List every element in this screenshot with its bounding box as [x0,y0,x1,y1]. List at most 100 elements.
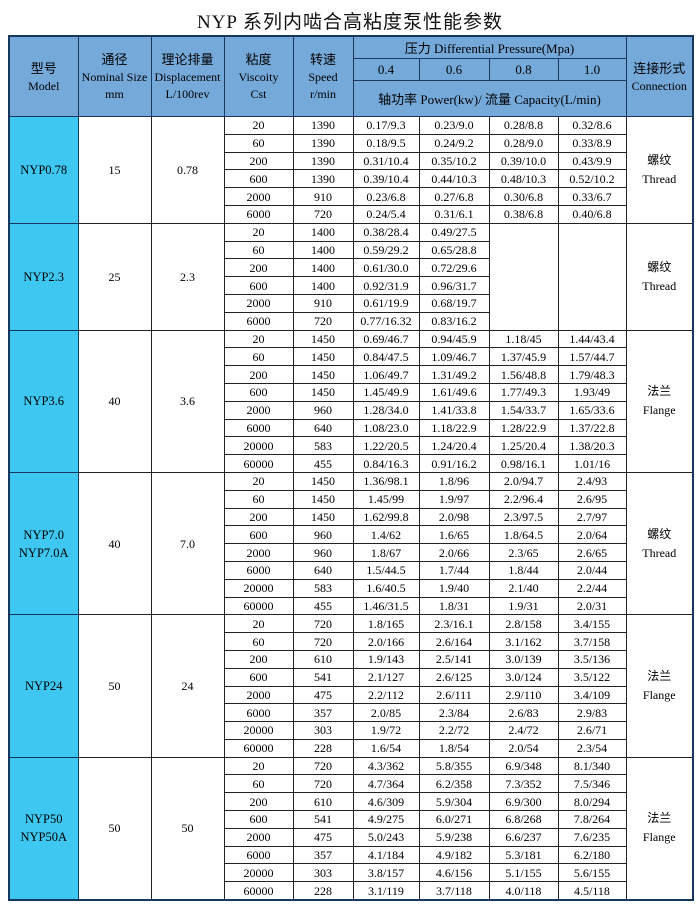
cell-speed: 910 [292,187,354,206]
cell-viscosity: 200 [223,507,294,527]
cell-power-capacity: 1.9/72 [352,721,420,740]
cell-model-NYP24: NYP24 [8,614,79,758]
cell-power-capacity: 1.9/143 [352,649,420,669]
cell-connection-line: 法兰 [647,669,672,683]
cell-power-capacity: 2.3/54 [557,738,627,758]
cell-connection: 螺纹 Thread [625,471,694,616]
cell-model-NYP50-line: NYP50A [20,830,68,845]
cell-power-capacity: 1.8/165 [352,614,420,634]
header-model: 型号 Model [8,35,79,117]
cell-power-capacity: 1.46/31.5 [352,596,420,616]
cell-power-capacity: 2.8/158 [488,614,559,634]
cell-power-capacity: 1.9/97 [418,489,490,509]
cell-power-capacity: 7.3/352 [488,774,559,794]
header-speed-line: r/min [310,87,336,101]
header-row-1: 型号 Model 通径 Nominal Size mm 理论排量 Displacement L… [8,35,694,117]
cell-power-capacity: 0.44/10.3 [418,169,490,189]
cell-speed: 455 [292,454,354,473]
cell-power-capacity: 0.24/9.2 [418,133,490,153]
cell-power-capacity: 2.7/97 [557,507,627,527]
cell-power-capacity: 0.35/10.2 [418,151,490,171]
cell-speed: 228 [292,738,354,758]
cell-power-capacity: 7.6/235 [557,827,627,847]
cell-speed: 1450 [292,365,354,384]
cell-speed: 640 [292,560,354,580]
cell-power-capacity: 0.23/9.0 [418,116,490,135]
cell-speed: 960 [292,525,354,545]
header-displacement-line: Displacement [154,70,221,84]
cell-speed: 1450 [292,489,354,509]
cell-power-capacity: 1.8/64.5 [488,525,559,545]
cell-speed: 455 [292,596,354,616]
cell-viscosity: 600 [223,382,294,402]
cell-power-capacity: 1.6/54 [352,738,420,758]
cell-power-capacity: 0.31/6.1 [418,204,490,224]
cell-speed: 583 [292,578,354,598]
header-connection: 连接形式 Connection [625,35,694,117]
cell-power-capacity: 8.1/340 [557,756,627,776]
cell-speed: 1390 [292,116,354,135]
cell-power-capacity: 0.49/27.5 [418,222,490,242]
cell-power-capacity: 0.61/19.9 [352,293,420,313]
cell-power-capacity: 2.2/72 [418,721,490,740]
cell-displacement: 50 [150,756,225,901]
cell-connection: 法兰 Flange [625,614,694,758]
table-row: NYP0.78 15 0.78 20 1390 0.17/9.3 0.23/9.0 0.28/… [8,116,694,224]
cell-power-capacity: 0.65/28.8 [418,240,490,260]
cell-connection-line: Thread [642,171,677,186]
header-pressure-1.0: 1.0 [557,58,627,81]
cell-power-capacity: 1.37/22.8 [557,418,627,438]
cell-speed: 303 [292,721,354,740]
cell-speed: 1450 [292,507,354,527]
cell-power-capacity: 3.4/109 [557,685,627,705]
cell-viscosity: 2000 [223,400,294,420]
cell-power-capacity: 2.6/125 [418,667,490,687]
table-row: NYP2.3 25 2.3 20 1400 0.38/28.4 0.49/27.5 螺纹 Thr… [8,222,694,331]
cell-connection-line: 法兰 [647,811,672,826]
table-row: 6000 640 1.08/23.0 1.18/22.9 1.28/22.9 1.37/2… [9,418,693,438]
cell-speed: 1450 [292,471,354,491]
cell-power-capacity: 0.61/30.0 [352,258,420,278]
cell-power-capacity: 1.38/20.3 [557,436,627,456]
cell-connection-line: Thread [642,278,677,293]
cell-speed: 720 [292,204,354,224]
cell-model-NYP50-line: NYP50 [24,812,63,827]
cell-connection-line: 螺纹 [647,152,672,167]
table-row: 6000 720 0.77/16.32 0.83/16.2 [9,311,693,331]
cell-power-capacity: 0.31/10.4 [352,151,420,171]
cell-power-capacity: 0.92/31.9 [352,276,420,295]
cell-power-capacity-blank [557,222,627,331]
cell-power-capacity: 0.84/47.5 [352,347,420,367]
table-header: 型号 Model 通径 Nominal Size mm 理论排量 Displacement L… [8,35,694,117]
cell-power-capacity: 2.6/71 [557,721,627,740]
cell-power-capacity: 1.06/49.7 [352,365,420,384]
cell-power-capacity: 3.8/157 [352,863,420,883]
cell-viscosity: 60 [223,240,294,260]
cell-power-capacity: 1.41/33.8 [418,400,490,420]
cell-speed: 1400 [292,222,354,242]
cell-power-capacity: 0.98/16.1 [488,454,559,473]
cell-power-capacity: 4.7/364 [352,774,420,794]
table-row: 600 960 1.4/62 1.6/65 1.8/64.5 2.0/64 [9,525,693,545]
cell-power-capacity: 4.1/184 [352,845,420,865]
cell-power-capacity: 0.18/9.5 [352,133,420,153]
table-row: NYP50 NYP50A 50 50 20 720 4.3/362 5.8/355 6.9/34… [8,756,694,901]
table-row: 60000 228 3.1/119 3.7/118 4.0/118 4.5/118 [9,881,693,901]
cell-power-capacity: 0.52/10.2 [557,169,627,189]
cell-speed: 357 [292,703,354,723]
cell-connection: 螺纹 Thread [625,116,694,224]
pump-performance-table: 型号 Model 通径 Nominal Size mm 理论排量 Displacement L… [8,35,694,902]
cell-power-capacity: 3.1/162 [488,632,559,651]
cell-power-capacity: 2.6/83 [488,703,559,723]
cell-power-capacity: 2.0/94.7 [488,471,559,491]
cell-power-capacity: 0.69/46.7 [352,329,420,349]
cell-speed: 610 [292,649,354,669]
cell-power-capacity: 0.59/29.2 [352,240,420,260]
cell-power-capacity: 2.0/54 [488,738,559,758]
cell-speed: 357 [292,845,354,865]
cell-viscosity: 20 [223,756,294,776]
table-row: 60000 455 0.84/16.3 0.91/16.2 0.98/16.1 1.01/… [9,454,693,473]
page-title: NYP 系列内啮合高粘度泵性能参数 [196,12,504,33]
cell-power-capacity: 0.68/19.7 [418,293,490,313]
cell-power-capacity: 1.36/98.1 [352,471,420,491]
